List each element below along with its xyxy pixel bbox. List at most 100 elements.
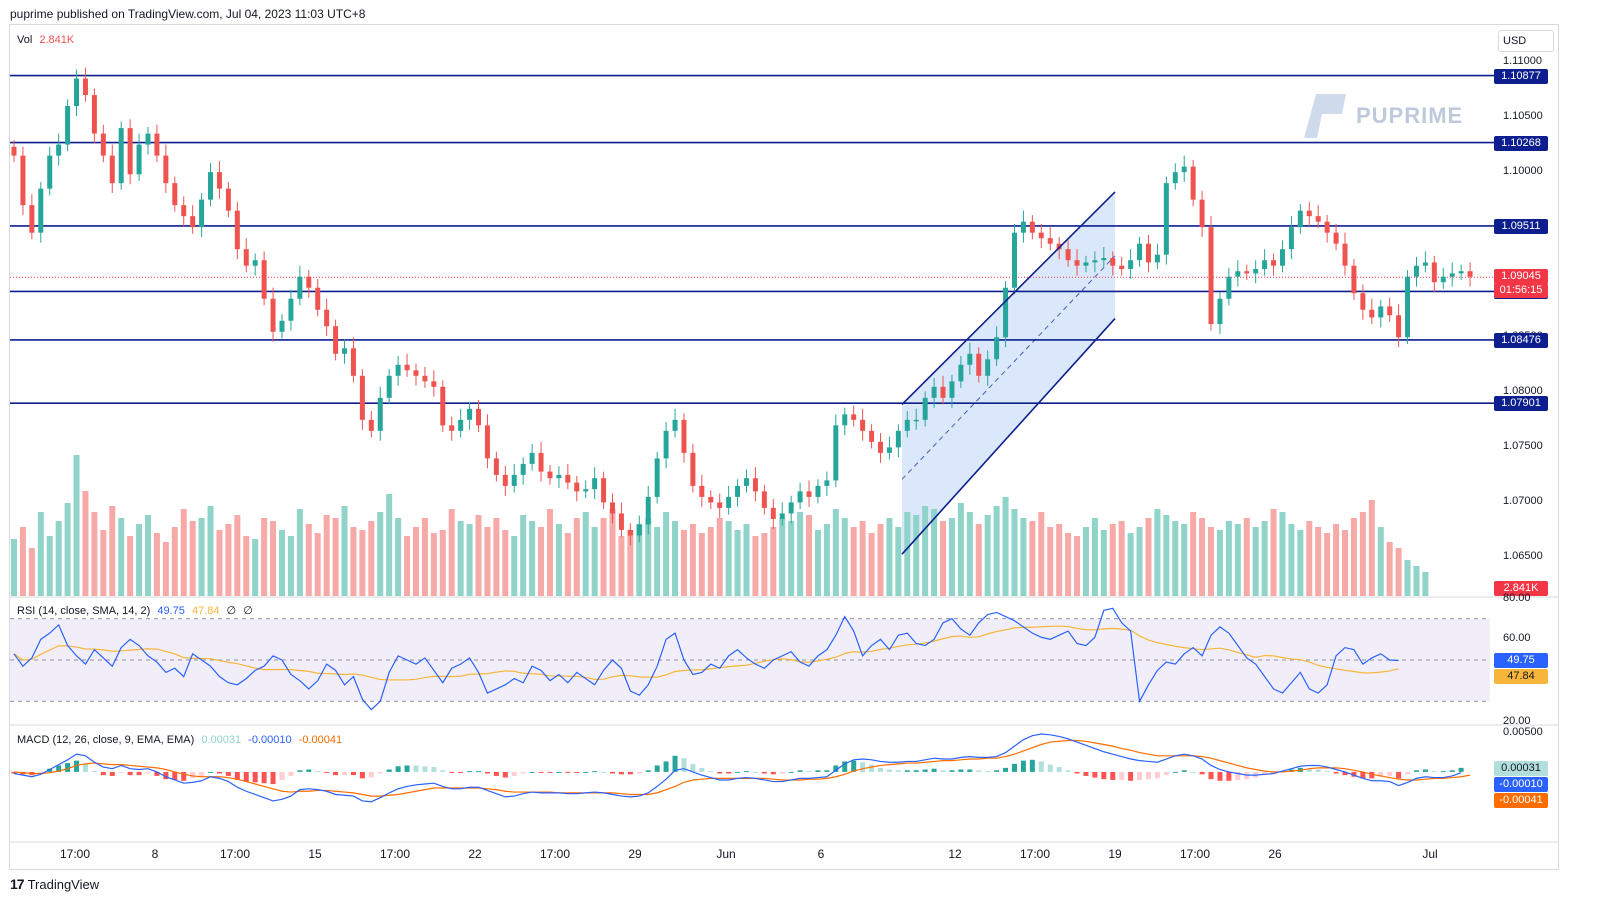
macd-histogram-bar: [1038, 761, 1044, 772]
volume-bar: [975, 524, 982, 596]
macd-histogram-bar: [529, 771, 535, 773]
macd-histogram-bar: [824, 770, 830, 772]
candle-body: [56, 144, 62, 156]
macd-histogram-bar: [1172, 771, 1178, 773]
macd-histogram-bar: [788, 771, 794, 773]
volume-bar: [46, 536, 53, 596]
macd-histogram-bar: [1065, 770, 1071, 772]
macd-histogram-bar: [127, 771, 133, 776]
macd-histogram-bar: [610, 771, 616, 774]
volume-bar: [1011, 509, 1018, 596]
candle-body: [1074, 260, 1080, 266]
volume-bar: [1091, 518, 1098, 596]
time-axis-tick: 29: [628, 847, 642, 861]
candle-body: [958, 364, 964, 382]
macd-histogram-bar: [324, 771, 330, 773]
candle-body: [404, 364, 410, 371]
macd-histogram-bar: [297, 770, 303, 772]
volume-bar: [859, 521, 866, 596]
candle-body: [556, 474, 562, 479]
volume-bar: [823, 524, 830, 596]
candle-body: [583, 489, 589, 492]
macd-histogram-bar: [654, 765, 660, 772]
macd-histogram-bar: [1190, 771, 1196, 773]
candle-body: [895, 430, 901, 448]
volume-bar: [725, 521, 732, 596]
volume-bar: [1288, 524, 1295, 596]
candle-body: [708, 496, 714, 503]
candle-body: [1431, 262, 1437, 283]
volume-bar: [770, 527, 777, 596]
time-axis-tick: 17:00: [219, 847, 251, 861]
volume-bar: [252, 539, 259, 596]
candle-body: [1047, 238, 1053, 244]
macd-histogram-bar: [645, 770, 651, 772]
volume-bar: [189, 521, 196, 596]
volume-bar: [1324, 533, 1331, 596]
candle-body: [163, 155, 169, 184]
macd-histogram-bar: [1235, 771, 1241, 780]
volume-bar: [225, 524, 232, 596]
volume-bar: [904, 512, 911, 596]
volume-bar: [1136, 527, 1143, 596]
candle-body: [91, 95, 97, 134]
volume-bar: [850, 527, 857, 596]
candle-body: [860, 419, 866, 431]
macd-histogram-bar: [913, 770, 919, 772]
macd-histogram-bar: [895, 770, 901, 772]
puprime-watermark: PUPRIME: [1302, 92, 1463, 140]
macd-histogram-bar: [1440, 771, 1446, 773]
volume-bar: [278, 530, 285, 596]
rsi-line: [13, 607, 1399, 711]
macd-histogram-bar: [1387, 771, 1393, 776]
rsi-legend-label: RSI (14, close, SMA, 14, 2): [17, 605, 151, 617]
macd-legend-hist: 0.00031: [201, 734, 242, 746]
candle-body: [1154, 254, 1160, 263]
macd-histogram-bar: [994, 770, 1000, 772]
candle-body: [761, 491, 767, 508]
candle-body: [350, 348, 356, 376]
macd-histogram-bar: [315, 771, 321, 773]
candle-body: [1083, 262, 1089, 266]
volume-bar: [153, 533, 160, 596]
rsi-legend-extra1: ∅: [226, 605, 237, 617]
macd-histogram-bar: [752, 771, 758, 773]
channel-upper-line: [901, 191, 1116, 405]
volume-bar: [216, 530, 223, 596]
macd-histogram-bar: [869, 764, 875, 772]
candle-body: [154, 133, 160, 156]
volume-bar: [1199, 518, 1206, 596]
time-axis-tick: 17:00: [539, 847, 571, 861]
volume-bar: [1234, 524, 1241, 596]
puprime-logo-icon: [1304, 94, 1346, 138]
volume-bar: [886, 518, 893, 596]
candle-body: [1056, 243, 1062, 250]
candle-body: [1253, 269, 1259, 274]
candle-body: [1324, 221, 1330, 233]
volume-bar: [966, 512, 973, 596]
macd-histogram-bar: [342, 771, 348, 776]
tradingview-footer[interactable]: 17 TradingView: [10, 876, 99, 892]
macd-histogram-bar: [958, 769, 964, 772]
volume-bar: [520, 515, 527, 596]
macd-histogram-bar: [306, 769, 312, 772]
macd-histogram-bar: [100, 771, 106, 776]
time-axis-tick: 17:00: [59, 847, 91, 861]
candle-body: [1163, 183, 1169, 255]
candle-body: [645, 496, 651, 525]
time-axis-tick: 26: [1268, 847, 1282, 861]
candle-body: [1297, 210, 1303, 228]
macd-histogram-bar: [1405, 771, 1411, 775]
channel-lower-line: [901, 318, 1116, 555]
macd-histogram-bar: [11, 771, 17, 774]
candle-body: [493, 458, 499, 475]
candle-body: [82, 78, 88, 96]
macd-histogram-bar: [136, 771, 142, 776]
volume-bar: [1190, 512, 1197, 596]
volume-bar: [323, 515, 330, 596]
macd-histogram-bar: [797, 770, 803, 772]
currency-selector[interactable]: USD: [1498, 30, 1554, 52]
candle-body: [1190, 166, 1196, 200]
